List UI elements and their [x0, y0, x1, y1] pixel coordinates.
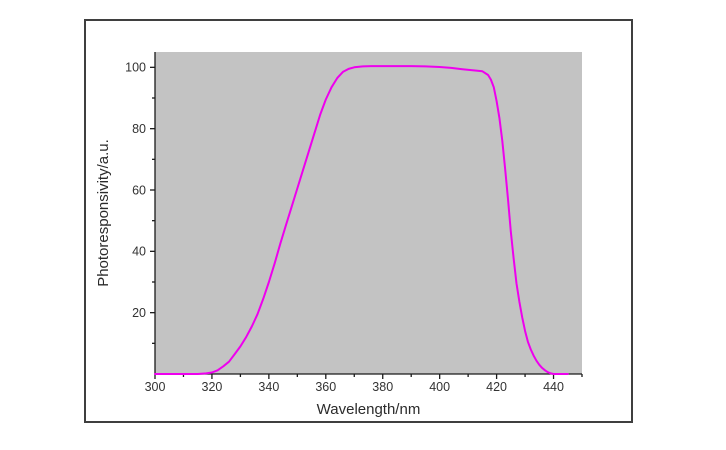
y-tick-label: 20: [132, 306, 146, 320]
x-tick-label: 420: [486, 380, 507, 394]
figure-frame: 20 40 60 80 100 300 320 340 360 380 400 420 440 Wav…: [84, 19, 633, 423]
y-tick-label: 40: [132, 245, 146, 259]
y-axis: 20 40 60 80 100: [125, 52, 156, 374]
x-tick-label: 340: [258, 380, 279, 394]
y-tick-label: 80: [132, 122, 146, 136]
x-tick-label: 300: [145, 380, 166, 394]
x-tick-label: 400: [429, 380, 450, 394]
y-axis-title: Photoresponsivity/a.u.: [95, 139, 112, 287]
x-tick-label: 380: [372, 380, 393, 394]
plot-area: [155, 52, 582, 374]
x-axis-title: Wavelength/nm: [317, 401, 421, 418]
y-tick-label: 100: [125, 61, 146, 75]
y-tick-label: 60: [132, 183, 146, 197]
x-tick-label: 320: [202, 380, 223, 394]
x-tick-label: 440: [543, 380, 564, 394]
photoresponsivity-curve: [154, 65, 569, 375]
x-tick-label: 360: [315, 380, 336, 394]
spectral-response-chart: 20 40 60 80 100 300 320 340 360 380 400 420 440 Wav…: [95, 52, 583, 418]
x-axis: 300 320 340 360 380 400 420 440: [145, 373, 583, 394]
